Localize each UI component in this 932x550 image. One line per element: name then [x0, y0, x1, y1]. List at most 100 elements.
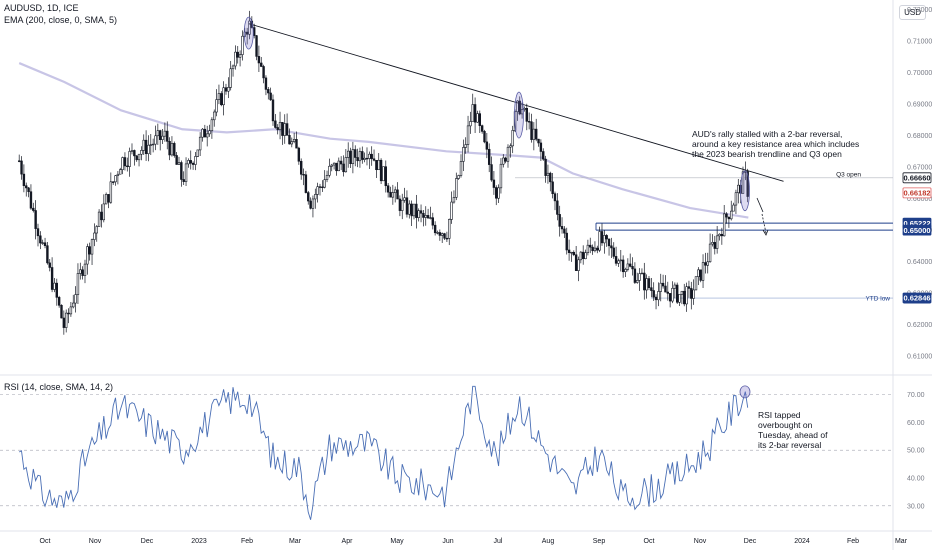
candle-body: [556, 200, 559, 215]
candle-body: [737, 184, 740, 194]
candle-body: [570, 251, 573, 254]
candle-body: [144, 139, 148, 155]
price-tick-label: 0.66000: [907, 196, 932, 203]
candle-body: [401, 199, 404, 211]
rsi-annotation-line: overbought on: [758, 420, 813, 430]
candle-body: [213, 111, 216, 121]
candle-body: [405, 197, 409, 215]
candle-body: [217, 93, 221, 100]
candle-body: [189, 160, 192, 164]
candle-body: [697, 269, 700, 277]
candle-body: [664, 285, 667, 293]
candle-body: [478, 113, 481, 126]
candle-body: [198, 136, 202, 151]
candle-body: [589, 244, 592, 248]
candle-body: [95, 226, 98, 234]
candle-body: [55, 282, 58, 298]
candle-body: [438, 232, 442, 236]
candle-body: [673, 284, 677, 289]
rsi-legend[interactable]: RSI (14, close, SMA, 14, 2): [4, 382, 114, 392]
candle-body: [636, 280, 639, 283]
candle-body: [264, 77, 268, 90]
candle-body: [687, 286, 691, 289]
candle-body: [487, 148, 491, 165]
candle-body: [325, 174, 329, 180]
candle-body: [290, 141, 293, 145]
candle-body: [666, 291, 669, 294]
candle-body: [74, 294, 77, 304]
candle-body: [60, 304, 63, 319]
candle-body: [398, 198, 402, 211]
candle-body: [292, 139, 296, 142]
currency-badge[interactable]: USD: [899, 5, 926, 20]
candle-body: [654, 296, 658, 301]
candle-body: [368, 153, 371, 159]
candle-body: [591, 246, 594, 252]
candle-body: [652, 290, 655, 298]
candle-body: [403, 197, 406, 201]
candle-body: [351, 149, 355, 165]
candle-body: [365, 157, 369, 160]
candle-body: [410, 203, 413, 217]
candle-body: [121, 157, 124, 170]
candle-body: [534, 128, 538, 140]
time-tick-label: 2024: [794, 538, 810, 545]
candle-body: [72, 302, 75, 308]
price-tick-label: 0.61000: [907, 354, 932, 361]
candle-body: [323, 179, 326, 188]
candle-body: [356, 157, 359, 162]
candle-body: [36, 228, 40, 237]
candle-body: [626, 263, 630, 270]
candle-body: [79, 269, 82, 274]
candle-body: [205, 133, 209, 138]
candle-body: [168, 141, 171, 156]
arrow-segment: [756, 197, 764, 213]
rsi-line: [18, 385, 749, 520]
candle-body: [163, 130, 167, 137]
candle-body: [154, 135, 157, 145]
candle-body: [386, 185, 390, 193]
candle-body: [661, 282, 665, 287]
price-tag-text: 0.65222: [903, 219, 930, 228]
candle-body: [455, 178, 458, 198]
highlight-ellipse: [514, 91, 524, 139]
candle-body: [647, 278, 651, 288]
ema-legend[interactable]: EMA (200, close, 0, SMA, 5): [4, 15, 118, 25]
candle-body: [499, 163, 503, 189]
candle-body: [546, 172, 550, 176]
candle-body: [88, 246, 91, 255]
candle-body: [194, 156, 197, 165]
candle-body: [650, 287, 653, 291]
candle-body: [631, 266, 634, 270]
candle-body: [741, 171, 745, 194]
candle-body: [574, 254, 578, 271]
time-tick-label: Aug: [542, 538, 555, 545]
time-tick-label: Oct: [40, 538, 51, 545]
candle-body: [238, 54, 242, 58]
candle-body: [462, 147, 465, 162]
candle-body: [83, 263, 87, 276]
candle-body: [727, 216, 731, 220]
symbol-legend[interactable]: AUDUSD, 1D, ICE: [4, 3, 79, 13]
candle-body: [382, 166, 385, 182]
ytd-low-label: YTD low: [865, 296, 890, 303]
candle-body: [711, 242, 714, 245]
candle-body: [57, 297, 61, 306]
candle-body: [563, 228, 566, 234]
candle-body: [377, 159, 380, 171]
candle-body: [119, 169, 122, 175]
candle-body: [196, 149, 199, 157]
candle-body: [633, 268, 637, 283]
candle-body: [718, 233, 721, 237]
candle-body: [140, 150, 143, 155]
candle-body: [746, 171, 749, 197]
candle-body: [111, 181, 115, 183]
candle-body: [375, 160, 378, 171]
candle-body: [285, 123, 289, 136]
candle-body: [104, 194, 108, 205]
candle-body: [27, 187, 30, 193]
candle-body: [497, 187, 500, 199]
time-tick-label: May: [390, 538, 404, 545]
price-tick-label: 0.69000: [907, 102, 932, 109]
